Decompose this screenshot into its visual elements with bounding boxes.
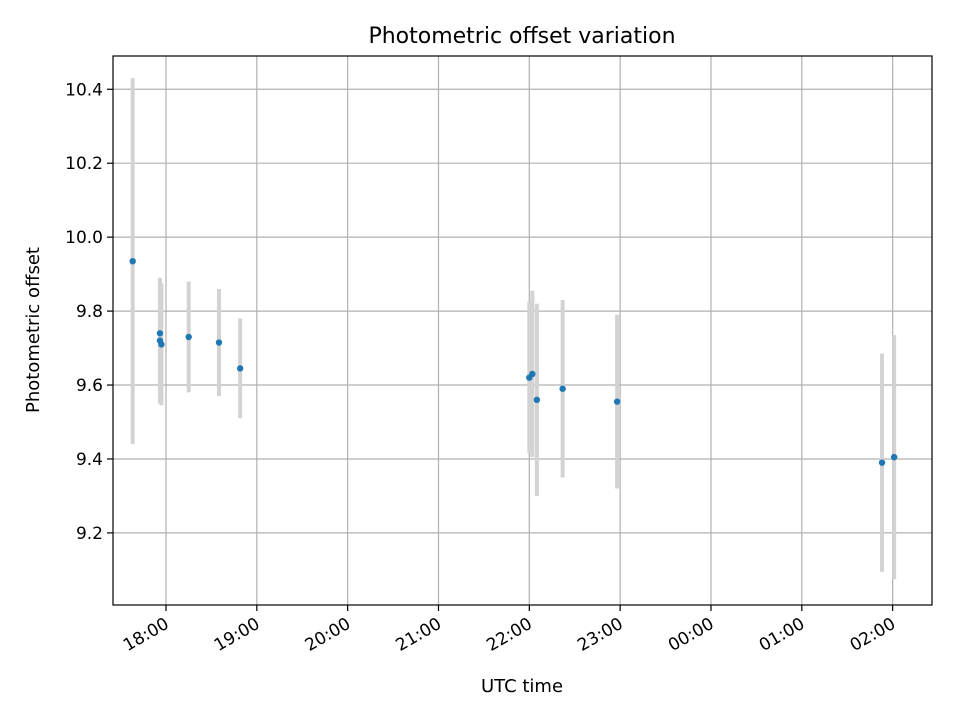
data-point — [878, 459, 886, 466]
y-axis-label: Photometric offset — [23, 247, 44, 413]
data-point — [129, 257, 136, 265]
y-tick-label: 10.4 — [65, 80, 103, 100]
y-tick-label: 9.8 — [76, 302, 103, 322]
y-tick-label: 9.6 — [76, 376, 103, 396]
data-point — [533, 396, 541, 404]
x-axis-label: UTC time — [481, 676, 563, 697]
y-axis-ticks: 9.2 9.4 9.6 9.8 10.0 10.2 10.4 — [65, 80, 113, 544]
y-tick-label: 9.2 — [76, 524, 103, 544]
data-point — [529, 370, 536, 378]
data-point — [613, 398, 621, 405]
y-tick-label: 10.0 — [65, 228, 103, 248]
y-tick-label: 9.4 — [76, 450, 103, 470]
data-point — [158, 341, 165, 348]
data-point — [156, 330, 164, 337]
y-tick-label: 10.2 — [65, 154, 103, 174]
data-point — [185, 333, 192, 341]
data-point — [890, 453, 898, 461]
data-point — [236, 365, 244, 372]
data-point — [215, 339, 223, 346]
plot-frame — [112, 55, 933, 606]
chart-title: Photometric offset variation — [368, 24, 675, 49]
data-point — [559, 385, 566, 392]
data-points — [129, 257, 898, 466]
